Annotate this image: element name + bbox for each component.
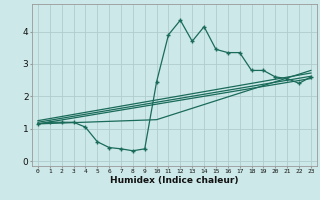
X-axis label: Humidex (Indice chaleur): Humidex (Indice chaleur): [110, 176, 239, 185]
